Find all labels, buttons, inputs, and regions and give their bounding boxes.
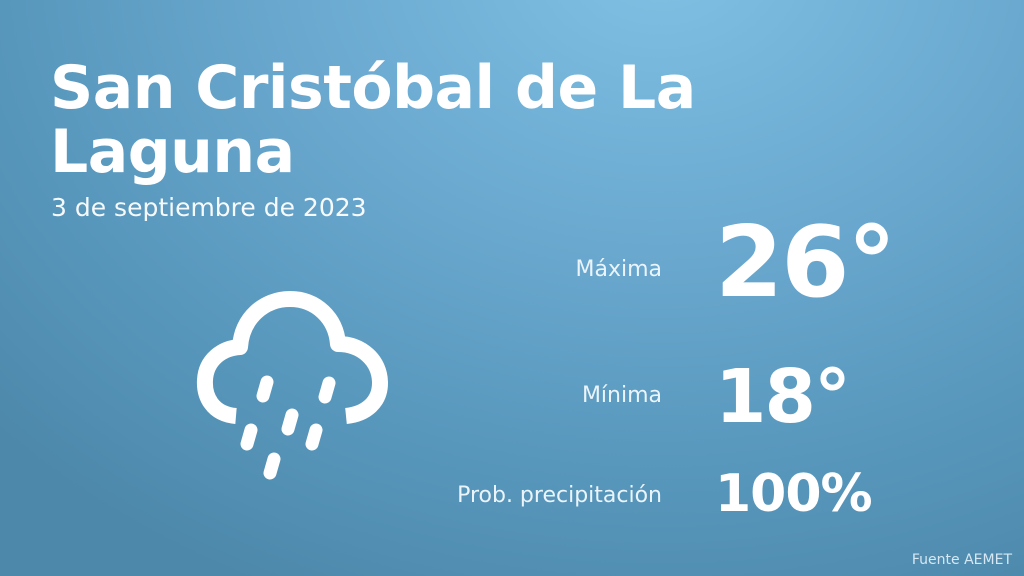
min-temp-label: Mínima bbox=[581, 383, 662, 408]
max-temp-label: Máxima bbox=[575, 257, 662, 282]
max-temp-value: 26° bbox=[715, 206, 896, 320]
cloud-rain-icon bbox=[196, 290, 396, 485]
min-temp-value: 18° bbox=[715, 354, 851, 440]
precip-prob-value: 100% bbox=[715, 464, 873, 524]
forecast-date: 3 de septiembre de 2023 bbox=[51, 193, 367, 222]
precip-prob-label: Prob. precipitación bbox=[457, 483, 662, 508]
city-title: San Cristóbal de La Laguna bbox=[50, 53, 696, 187]
data-source: Fuente AEMET bbox=[911, 552, 1012, 568]
